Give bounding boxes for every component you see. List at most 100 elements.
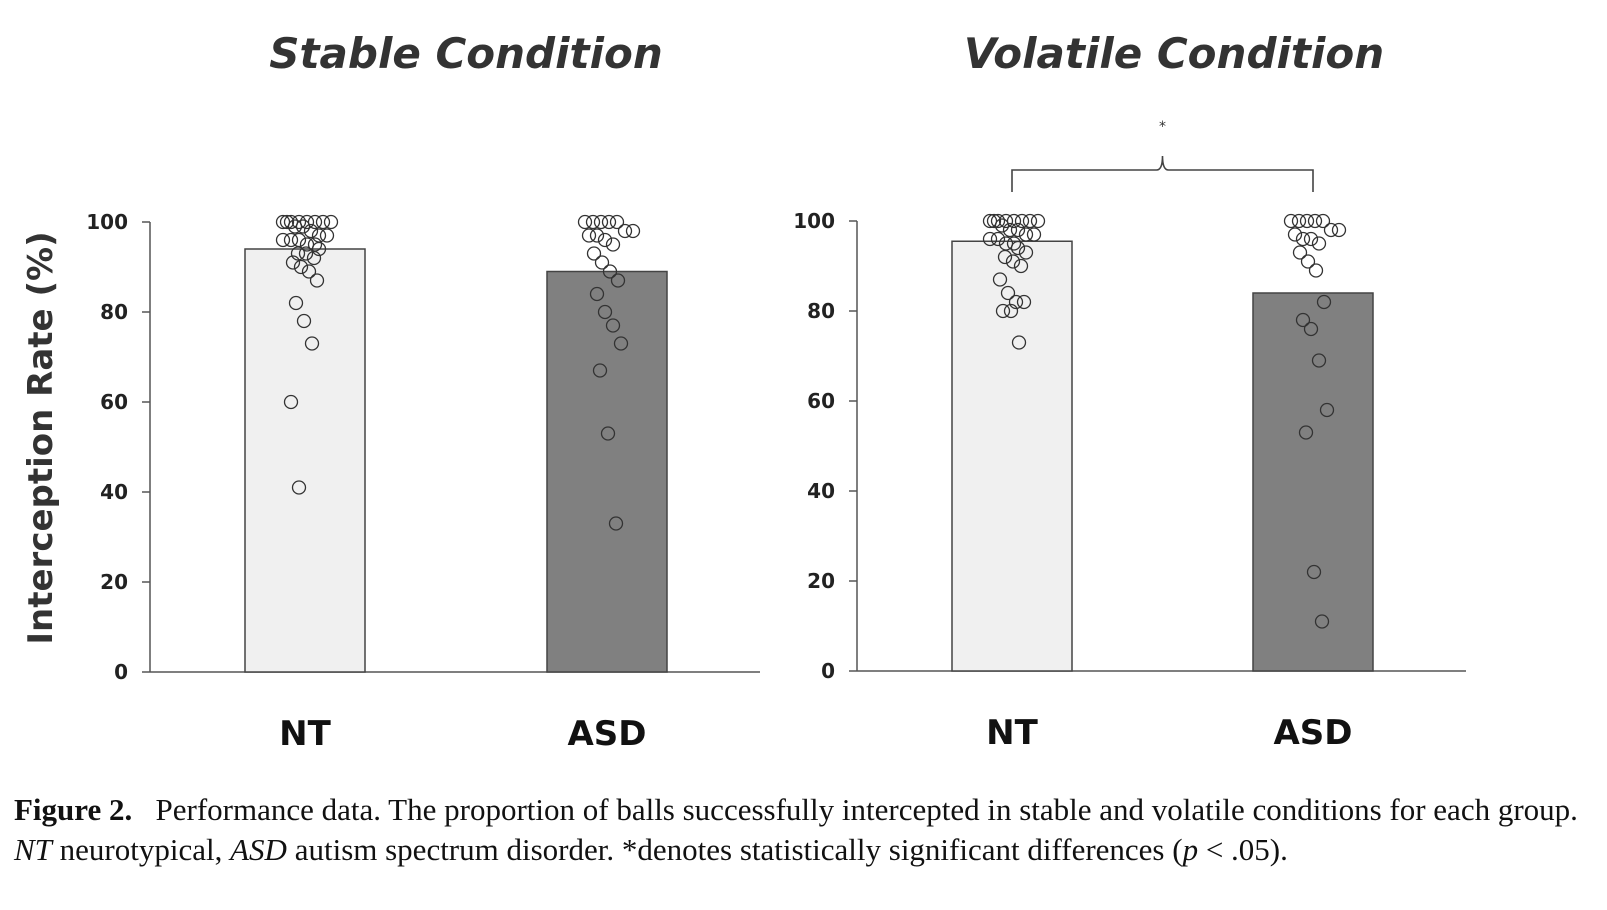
volatile-data-point [1299,213,1315,229]
stable-data-point [601,214,617,230]
volatile-data-point [1316,294,1332,310]
y-axis-label: Interception Rate (%) [21,231,61,644]
volatile-data-point [982,231,998,247]
stable-data-point [605,237,621,252]
volatile-bar-asd [1252,292,1374,672]
volatile-data-point [1018,245,1034,260]
volatile-data-point [1013,258,1029,274]
caption-text-2: neurotypical, [51,832,231,867]
stable-data-point [594,255,610,270]
stable-data-point [586,246,602,261]
figure-chart: Interception Rate (%) Stable Condition 0… [21,29,1466,754]
stable-data-point [613,336,629,351]
stable-data-point [296,313,312,329]
volatile-data-point [1303,321,1319,337]
volatile-data-point [1283,213,1299,229]
volatile-data-point [990,231,1006,247]
volatile-data-point [1010,222,1026,238]
volatile-data-point [1298,425,1314,440]
stable-data-point [315,214,331,230]
volatile-data-point [990,213,1006,229]
stable-data-point [609,214,625,230]
volatile-data-point [1292,245,1308,260]
stable-data-point [295,219,311,234]
volatile-data-point [1311,353,1327,368]
volatile-data-point [1295,312,1311,328]
stable-data-point [597,232,613,248]
volatile-category-label-asd: ASD [1273,713,1352,753]
volatile-data-point [1319,402,1335,418]
volatile-data-point [1014,213,1030,229]
stable-data-point [291,480,307,495]
volatile-data-point [1323,222,1339,238]
stable-condition-title: Stable Condition [269,29,663,78]
stable-data-point [592,363,608,378]
volatile-data-point [1287,227,1303,242]
volatile-ytick-label-0: 0 [821,659,835,683]
volatile-data-point [1315,213,1331,229]
volatile-data-point [1006,236,1022,251]
stable-data-point [625,223,641,239]
stable-bar-nt [244,248,366,673]
volatile-ytick-label-80: 80 [807,299,835,323]
stable-data-point [577,214,593,230]
stable-data-point [275,232,291,248]
stable-ytick-label-100: 100 [86,210,128,234]
volatile-data-point [1022,213,1038,229]
volatile-data-point [997,249,1013,265]
volatile-data-point [1314,614,1330,629]
volatile-data-point [994,218,1010,233]
volatile-data-point [986,213,1002,229]
stable-data-point [319,228,335,243]
volatile-data-point [1030,213,1046,229]
volatile-data-point [995,303,1011,319]
stable-data-point [581,228,597,243]
volatile-ytick-label-20: 20 [807,569,835,593]
volatile-data-point [1000,285,1016,301]
stable-data-point [610,273,626,288]
caption-text-4: < .05). [1198,832,1288,867]
volatile-data-point [1308,263,1324,278]
stable-data-point [298,246,314,261]
caption-text-1: Performance data. The proportion of ball… [155,792,1578,827]
stable-data-point [304,336,320,351]
stable-data-point [290,246,306,261]
stable-data-point [608,516,624,531]
stable-data-point [306,250,322,266]
volatile-data-point [1002,222,1018,238]
figure-caption: Figure 2. Performance data. The proporti… [14,790,1594,870]
caption-label: Figure 2. [14,792,133,827]
volatile-data-point [1018,227,1034,242]
volatile-significance-bracket [1011,155,1314,192]
stable-data-point [589,286,605,302]
stable-bar-asd [546,270,668,673]
stable-data-point [288,295,304,311]
stable-condition-panel: Stable Condition 0 20 40 60 80 100 NT ASD [86,29,760,754]
volatile-data-point [1311,236,1327,251]
stable-data-point [301,264,317,279]
stable-ytick-label-40: 40 [100,480,128,504]
stable-data-point [617,223,633,239]
volatile-ytick-label-60: 60 [807,389,835,413]
volatile-data-point [1026,227,1042,242]
stable-data-point [602,264,618,279]
volatile-data-point [1011,335,1027,350]
stable-data-point [291,232,307,248]
stable-data-point [585,214,601,230]
volatile-data-point [1307,213,1323,229]
caption-abbr-asd: ASD [230,832,287,867]
stable-data-point [605,318,621,333]
volatile-data-point [1016,294,1032,310]
caption-p-symbol: p [1182,832,1199,867]
stable-data-point [293,259,309,275]
volatile-significance-marker: * [1159,119,1166,135]
stable-data-point [279,214,295,230]
stable-data-point [597,304,613,320]
stable-data-point [600,426,616,441]
volatile-data-point [1010,240,1026,256]
stable-data-point [285,255,301,270]
volatile-ytick-label-40: 40 [807,479,835,503]
stable-data-point [593,214,609,230]
volatile-condition-panel: Volatile Condition 0 20 40 60 80 100 NT ASD * [793,29,1466,753]
caption-abbr-nt: NT [14,832,52,867]
